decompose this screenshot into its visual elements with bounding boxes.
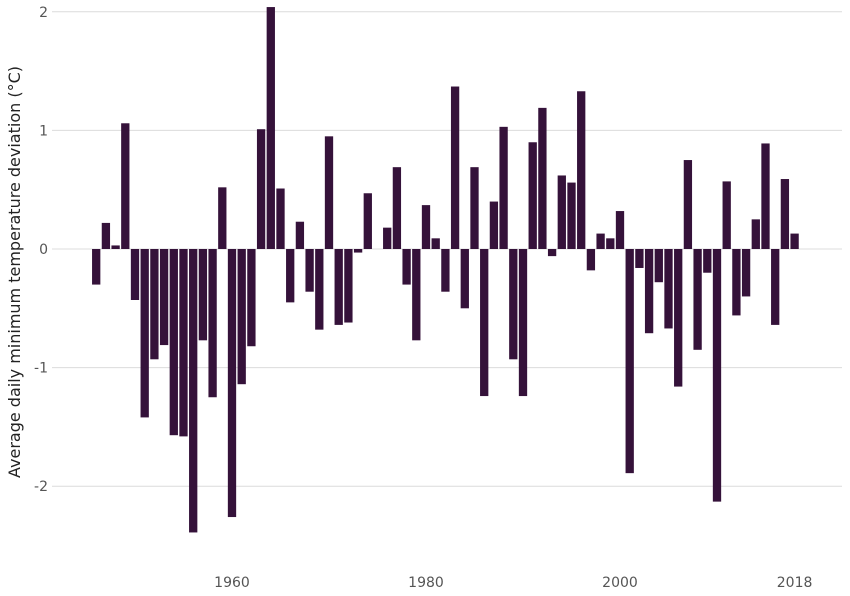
bar-1948 bbox=[111, 245, 120, 249]
bar-1978 bbox=[402, 249, 411, 285]
bar-1987 bbox=[489, 201, 499, 249]
bar-1999 bbox=[606, 238, 615, 249]
bar-1997 bbox=[586, 249, 596, 271]
bar-1993 bbox=[547, 249, 557, 257]
bar-1979 bbox=[412, 249, 421, 341]
bar-1962 bbox=[247, 249, 256, 347]
bar-2009 bbox=[703, 249, 712, 273]
bar-1976 bbox=[383, 227, 392, 249]
bar-1998 bbox=[596, 233, 605, 249]
bar-1990 bbox=[518, 249, 528, 397]
bar-1972 bbox=[344, 249, 353, 323]
bar-1955 bbox=[179, 249, 188, 437]
bar-1965 bbox=[276, 188, 285, 249]
bar-1968 bbox=[305, 249, 314, 292]
bar-1946 bbox=[92, 249, 101, 285]
bar-2007 bbox=[683, 160, 693, 249]
bar-1952 bbox=[150, 249, 159, 360]
bar-2018 bbox=[790, 233, 799, 249]
bar-1964 bbox=[266, 7, 275, 250]
bar-1950 bbox=[130, 249, 140, 300]
bar-2010 bbox=[712, 249, 722, 502]
x-tick-label: 2000 bbox=[602, 575, 638, 591]
y-tick-labels: -2 -1 0 1 2 bbox=[34, 5, 48, 495]
bar-2004 bbox=[654, 249, 663, 283]
bar-1953 bbox=[159, 249, 169, 346]
bar-2002 bbox=[635, 249, 644, 268]
bar-1980 bbox=[421, 205, 431, 249]
bars bbox=[92, 7, 799, 533]
bar-1966 bbox=[286, 249, 295, 303]
bar-1989 bbox=[509, 249, 518, 360]
bar-1981 bbox=[431, 238, 440, 249]
bar-1960 bbox=[227, 249, 237, 518]
bar-1958 bbox=[208, 249, 217, 398]
bar-1983 bbox=[450, 86, 460, 250]
bar-2015 bbox=[761, 143, 770, 249]
bar-1977 bbox=[392, 167, 402, 249]
bar-1949 bbox=[121, 123, 130, 249]
bar-1991 bbox=[528, 142, 537, 249]
y-axis-title: Average daily minimum temperature deviat… bbox=[5, 66, 24, 478]
y-tick-label: -2 bbox=[34, 479, 48, 495]
bar-2003 bbox=[644, 249, 654, 334]
bar-2012 bbox=[732, 249, 741, 316]
x-tick-label: 1960 bbox=[214, 575, 250, 591]
bar-1973 bbox=[353, 249, 363, 253]
bar-1956 bbox=[189, 249, 198, 533]
bar-2008 bbox=[693, 249, 702, 350]
x-tick-label: 1980 bbox=[408, 575, 444, 591]
bar-1988 bbox=[499, 126, 508, 249]
bar-2005 bbox=[664, 249, 673, 329]
bar-1961 bbox=[237, 249, 246, 385]
bar-1954 bbox=[169, 249, 178, 436]
bar-2016 bbox=[771, 249, 780, 325]
bar-1969 bbox=[315, 249, 324, 330]
bar-1947 bbox=[101, 222, 111, 249]
bar-2011 bbox=[722, 181, 731, 249]
bar-2014 bbox=[751, 219, 760, 249]
bar-1967 bbox=[295, 221, 305, 249]
bar-2017 bbox=[780, 179, 790, 249]
x-tick-label: 2018 bbox=[777, 575, 813, 591]
bar-1951 bbox=[140, 249, 149, 418]
y-tick-label: 0 bbox=[39, 242, 48, 258]
bar-1974 bbox=[363, 193, 372, 249]
x-tick-labels: 1960 1980 2000 2018 bbox=[214, 575, 812, 591]
y-tick-label: 2 bbox=[39, 5, 48, 21]
bar-2001 bbox=[625, 249, 634, 474]
bar-1992 bbox=[538, 107, 547, 250]
bar-1959 bbox=[218, 187, 227, 249]
bar-1995 bbox=[567, 182, 576, 249]
bar-1982 bbox=[441, 249, 450, 292]
bar-1986 bbox=[480, 249, 489, 397]
bar-2000 bbox=[615, 211, 625, 249]
bar-1963 bbox=[256, 129, 266, 249]
bar-1971 bbox=[334, 249, 343, 325]
bar-1996 bbox=[577, 91, 586, 249]
bar-2013 bbox=[741, 249, 751, 297]
y-tick-label: -1 bbox=[34, 361, 48, 377]
bar-1994 bbox=[557, 175, 566, 249]
y-tick-label: 1 bbox=[39, 123, 48, 139]
bar-1985 bbox=[470, 167, 479, 249]
bar-1970 bbox=[324, 136, 334, 249]
bar-1984 bbox=[460, 249, 469, 309]
bar-2006 bbox=[674, 249, 683, 387]
bar-1957 bbox=[198, 249, 208, 341]
